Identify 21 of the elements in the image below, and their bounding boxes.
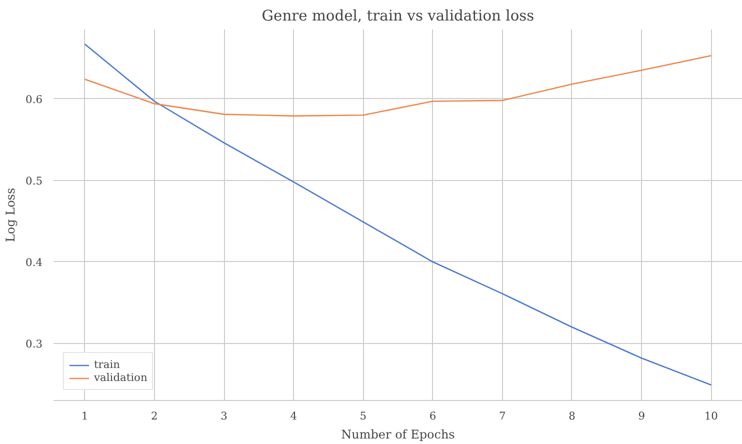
y-tick-label: 0.3 [26, 337, 43, 350]
x-tick-label: 4 [290, 410, 298, 422]
line-series [84, 44, 712, 386]
x-tick-label: 5 [360, 410, 367, 422]
y-tick-label: 0.4 [26, 256, 43, 269]
y-tick-label: 0.5 [26, 174, 43, 188]
x-tick-label: 3 [220, 410, 228, 422]
chart-title: Genre model, train vs validation loss [262, 8, 534, 24]
x-tick-label: 1 [81, 410, 88, 422]
legend-label: validation [94, 371, 148, 384]
y-axis-title: Log Loss [4, 188, 18, 242]
x-tick-label: 2 [151, 410, 158, 422]
x-tick-label: 9 [638, 410, 646, 422]
x-tick-label: 10 [704, 410, 718, 422]
x-tick-label: 6 [429, 410, 436, 422]
x-tick-label: 7 [499, 410, 506, 422]
x-tick-label: 8 [568, 410, 576, 422]
x-axis-title: Number of Epochs [341, 428, 455, 442]
y-tick-label: 0.6 [26, 92, 43, 106]
legend-label: train [94, 358, 120, 371]
line-series [84, 54, 712, 117]
